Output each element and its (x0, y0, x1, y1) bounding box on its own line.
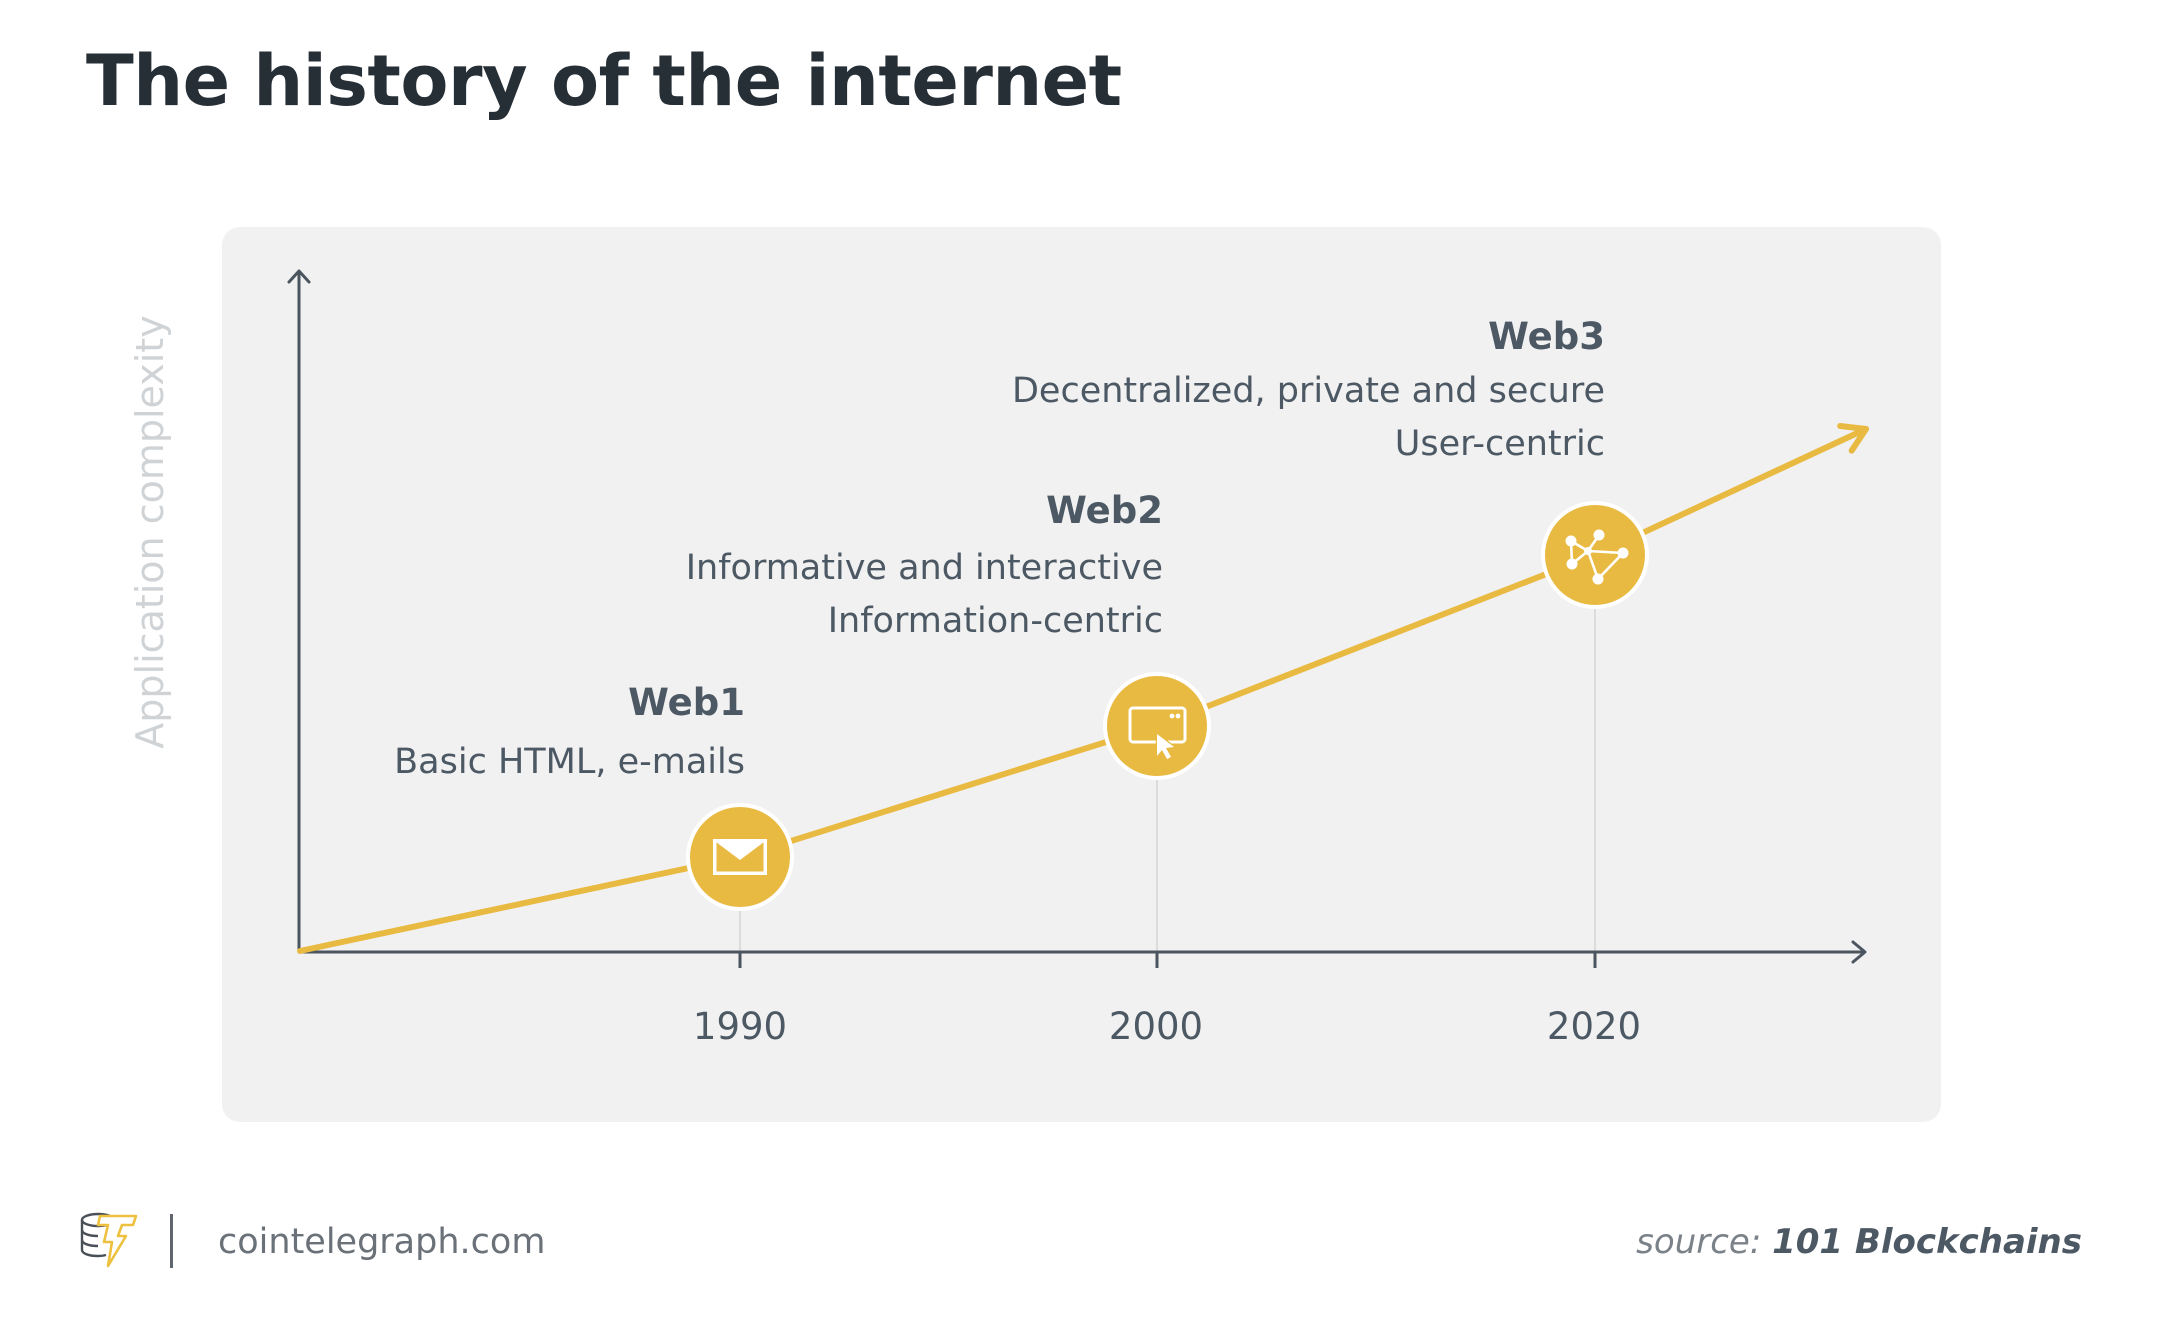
milestone-name: Web2 (1046, 489, 1163, 532)
milestone-circle (1103, 672, 1211, 780)
x-tick-label: 2020 (1546, 1005, 1642, 1048)
milestone-name: Web3 (1488, 315, 1605, 358)
footer-source: source: 101 Blockchains (1636, 1222, 2082, 1262)
envelope-icon (713, 839, 767, 875)
network-node (1617, 547, 1629, 559)
footer-divider (170, 1214, 173, 1268)
guide-lines (739, 607, 1596, 952)
page-title: The history of the internet (86, 40, 1122, 122)
source-name: 101 Blockchains (1772, 1222, 2082, 1262)
network-edge (1587, 549, 1624, 555)
network-node (1584, 547, 1592, 555)
x-axis-arrowhead (1851, 940, 1867, 964)
network-node (1566, 558, 1578, 570)
network-edge (1597, 552, 1624, 580)
envelope-flap (716, 842, 764, 860)
chart-panel (222, 227, 1941, 1122)
network-node (1565, 535, 1577, 547)
milestone-label-web2: Web2 Informative and interactive Informa… (686, 492, 1163, 648)
milestone-marker-web2 (1103, 672, 1211, 780)
window-dot (1169, 713, 1175, 719)
footer-site-name: cointelegraph.com (218, 1222, 546, 1262)
y-axis-label: Application complexity (128, 315, 172, 749)
x-tick-label: 2000 (1108, 1005, 1204, 1048)
milestone-markers (686, 501, 1649, 911)
source-prefix: source: (1636, 1222, 1762, 1262)
y-axis-arrowhead (287, 269, 311, 284)
x-ticks (738, 952, 1597, 968)
trend-arrowhead (1837, 423, 1869, 454)
milestone-description: Informative and interactive (685, 548, 1163, 588)
milestone-description: User-centric (1394, 424, 1605, 464)
milestone-marker-web1 (686, 803, 794, 911)
browser-cursor-icon (1128, 706, 1187, 761)
milestone-description: Decentralized, private and secure (1011, 371, 1605, 411)
cointelegraph-logo-icon (80, 1212, 138, 1268)
network-node (1592, 573, 1604, 585)
milestone-description: Basic HTML, e-mails (394, 742, 745, 782)
milestone-circle (1541, 501, 1649, 609)
network-node (1593, 529, 1605, 541)
network-nodes-icon (1565, 529, 1629, 585)
axes (287, 269, 1867, 964)
window-dot (1175, 713, 1181, 719)
milestone-description: Information-centric (827, 601, 1163, 641)
milestone-label-web3: Web3 Decentralized, private and secure U… (1012, 318, 1605, 471)
milestone-label-web1: Web1 Basic HTML, e-mails (394, 684, 745, 789)
milestone-marker-web3 (1541, 501, 1649, 609)
cursor-arrow (1155, 732, 1176, 761)
milestone-name: Web1 (628, 681, 745, 724)
x-tick-label: 1990 (692, 1005, 788, 1048)
